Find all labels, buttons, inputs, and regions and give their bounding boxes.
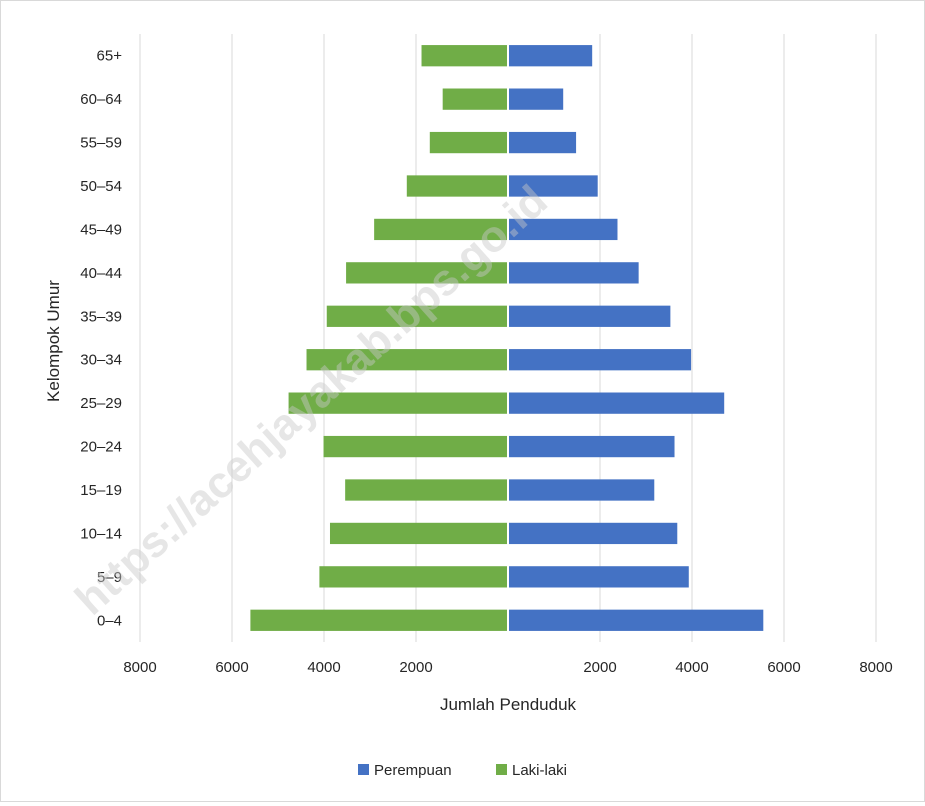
bar-perempuan-50-54 xyxy=(508,175,598,197)
bar-laki-laki-60-64 xyxy=(442,88,508,110)
y-tick-label-7: 35–39 xyxy=(80,308,122,325)
y-tick-labels: 0–4 5–9 10–14 15–19 20–24 25–29 30–34 35–39 40–4… xyxy=(80,48,122,630)
bar-laki-laki-45-49 xyxy=(374,218,508,241)
y-tick-label-9: 45–49 xyxy=(80,221,122,238)
bar-laki-laki-50-54 xyxy=(406,175,508,197)
bar-perempuan-25-29 xyxy=(508,392,725,414)
y-tick-label-8: 40–44 xyxy=(80,265,122,282)
bar-perempuan-20-24 xyxy=(508,435,675,458)
bar-perempuan-0-4 xyxy=(508,609,764,631)
bar-laki-laki-10-14 xyxy=(329,522,508,545)
bar-laki-laki-65+ xyxy=(421,45,508,67)
bar-laki-laki-20-24 xyxy=(323,435,508,458)
bar-perempuan-65+ xyxy=(508,45,593,67)
y-tick-label-0: 0–4 xyxy=(97,612,122,629)
bar-perempuan-5-9 xyxy=(508,566,689,588)
bar-perempuan-15-19 xyxy=(508,479,655,501)
bar-perempuan-40-44 xyxy=(508,262,639,284)
y-tick-label-4: 20–24 xyxy=(80,439,122,456)
x-tick-label-1: 6000 xyxy=(215,659,248,676)
bar-laki-laki-35-39 xyxy=(326,305,508,327)
bar-perempuan-35-39 xyxy=(508,305,671,327)
bar-laki-laki-30-34 xyxy=(306,349,508,371)
y-tick-label-1: 5–9 xyxy=(97,569,122,586)
x-axis-title: Jumlah Penduduk xyxy=(440,695,577,714)
bar-perempuan-45-49 xyxy=(508,218,618,241)
x-tick-label-5: 4000 xyxy=(675,659,708,676)
x-tick-label-6: 6000 xyxy=(767,659,800,676)
x-tick-label-2: 4000 xyxy=(307,659,340,676)
legend: Perempuan Laki-laki xyxy=(358,762,567,779)
bar-laki-laki-25-29 xyxy=(288,392,508,414)
y-tick-label-2: 10–14 xyxy=(80,525,122,542)
y-axis-title: Kelompok Umur xyxy=(44,280,63,402)
x-tick-label-7: 8000 xyxy=(859,659,892,676)
legend-label-perempuan: Perempuan xyxy=(374,762,452,779)
y-tick-label-5: 25–29 xyxy=(80,395,122,412)
y-tick-label-11: 55–59 xyxy=(80,135,122,152)
y-tick-label-6: 30–34 xyxy=(80,352,122,369)
x-tick-label-4: 2000 xyxy=(583,659,616,676)
x-tick-labels: 8000 6000 4000 2000 2000 4000 6000 8000 xyxy=(123,659,892,676)
bar-laki-laki-40-44 xyxy=(346,262,508,284)
gridlines xyxy=(139,34,877,642)
y-tick-label-13: 65+ xyxy=(97,48,123,65)
bar-laki-laki-15-19 xyxy=(345,479,508,501)
bar-perempuan-55-59 xyxy=(508,131,577,154)
legend-label-laki-laki: Laki-laki xyxy=(512,762,567,779)
x-tick-label-0: 8000 xyxy=(123,659,156,676)
y-tick-label-12: 60–64 xyxy=(80,91,122,108)
bar-laki-laki-55-59 xyxy=(429,131,508,154)
bar-perempuan-30-34 xyxy=(508,349,692,371)
y-tick-label-10: 50–54 xyxy=(80,178,122,195)
bar-laki-laki-5-9 xyxy=(319,566,508,588)
legend-swatch-laki-laki xyxy=(496,764,507,775)
bar-perempuan-10-14 xyxy=(508,522,678,545)
y-tick-label-3: 15–19 xyxy=(80,482,122,499)
x-tick-label-3: 2000 xyxy=(399,659,432,676)
bar-perempuan-60-64 xyxy=(508,88,564,110)
legend-swatch-perempuan xyxy=(358,764,369,775)
bars xyxy=(250,45,764,631)
bar-laki-laki-0-4 xyxy=(250,609,508,631)
